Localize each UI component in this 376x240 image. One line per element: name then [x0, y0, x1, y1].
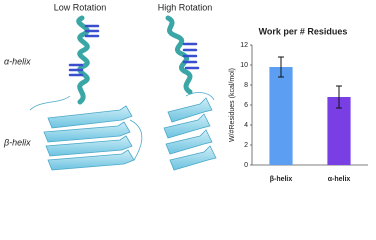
- figure: Low Rotation High Rotation α-helix β-hel…: [3, 2, 368, 183]
- alpha-helix-label: α-helix: [4, 56, 31, 66]
- x-tick-label: α-helix: [328, 176, 351, 183]
- alpha-helix-low: [68, 15, 100, 105]
- y-tick-label: 2: [244, 142, 248, 149]
- bar: [327, 97, 351, 165]
- y-tick-label: 4: [244, 122, 248, 129]
- high-rotation-label: High Rotation: [158, 2, 213, 12]
- x-tick-label: β-helix: [270, 176, 293, 183]
- y-tick-label: 0: [244, 162, 248, 169]
- beta-helix-low: [29, 95, 143, 171]
- y-axis-label: W/#Residues (kcal/mol): [229, 68, 236, 142]
- beta-helix-label: β-helix: [3, 137, 31, 147]
- low-rotation-label: Low Rotation: [54, 2, 107, 12]
- alpha-helix-high: [165, 15, 200, 95]
- beta-helix-high: [163, 92, 217, 171]
- y-tick-label: 6: [244, 102, 248, 109]
- y-tick-label: 8: [244, 82, 248, 89]
- bar: [269, 67, 293, 165]
- y-tick-label: 12: [240, 42, 248, 49]
- y-tick-label: 10: [240, 62, 248, 69]
- chart-title: Work per # Residues: [259, 26, 348, 36]
